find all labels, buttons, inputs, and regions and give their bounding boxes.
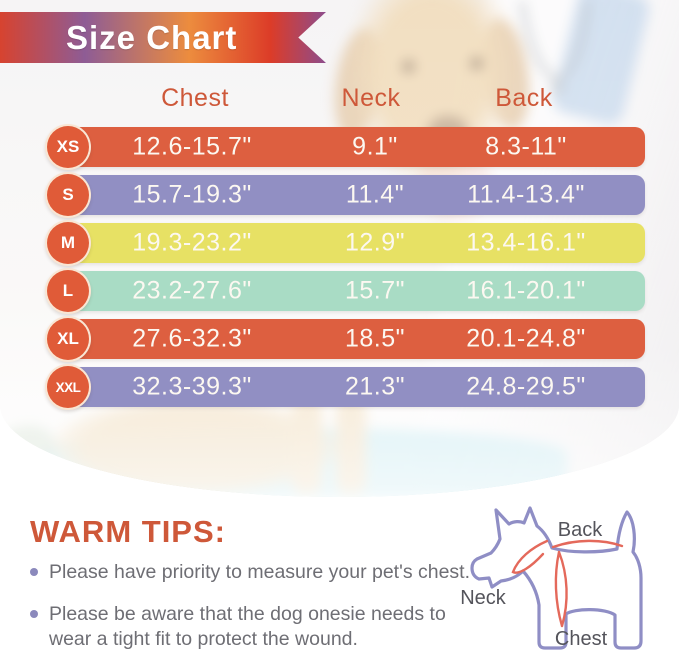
column-headers: Chest Neck Back [0,84,679,114]
size-bar: 19.3-23.2" 12.9" 13.4-16.1" [58,223,645,263]
dog-measurement-diagram: Back Neck Chest [460,506,643,650]
title-ribbon: Size Chart [0,12,326,63]
neck-value: 21.3" [344,372,406,401]
size-badge: L [45,268,91,314]
table-row-xl: 27.6-32.3" 18.5" 20.1-24.8" XL [0,316,679,362]
page-title: Size Chart [66,18,238,56]
chest-measure-line [554,550,568,628]
chest-value: 23.2-27.6" [132,276,252,305]
size-badge: XL [45,316,91,362]
table-row-s: 15.7-19.3" 11.4" 11.4-13.4" S [0,172,679,218]
back-measure-line [551,539,624,549]
neck-value: 9.1" [352,132,398,161]
column-header-chest: Chest [161,84,229,112]
table-row-m: 19.3-23.2" 12.9" 13.4-16.1" M [0,220,679,266]
tip-text: Please be aware that the dog onesie need… [49,603,446,650]
chest-value: 27.6-32.3" [132,324,252,353]
back-value: 20.1-24.8" [466,324,586,353]
list-item: Please be aware that the dog onesie need… [30,602,482,652]
size-badge: M [45,220,91,266]
diagram-label-chest: Chest [555,628,608,650]
size-bar: 23.2-27.6" 15.7" 16.1-20.1" [58,271,645,311]
size-table: 12.6-15.7" 9.1" 8.3-11" XS 15.7-19.3" 11… [0,124,679,410]
size-bar: 15.7-19.3" 11.4" 11.4-13.4" [58,175,645,215]
bullet-icon [30,610,38,618]
neck-value: 12.9" [344,228,406,257]
chest-value: 12.6-15.7" [132,132,252,161]
chest-value: 19.3-23.2" [132,228,252,257]
size-badge: XXL [45,364,91,410]
table-row-xs: 12.6-15.7" 9.1" 8.3-11" XS [0,124,679,170]
bullet-icon [30,568,38,576]
diagram-label-neck: Neck [460,587,507,609]
table-row-l: 23.2-27.6" 15.7" 16.1-20.1" L [0,268,679,314]
neck-value: 11.4" [345,180,405,209]
back-value: 13.4-16.1" [466,228,586,257]
column-header-neck: Neck [341,84,401,112]
chest-value: 15.7-19.3" [132,180,252,209]
size-bar: 27.6-32.3" 18.5" 20.1-24.8" [58,319,645,359]
neck-value: 15.7" [344,276,406,305]
neck-value: 18.5" [344,324,406,353]
column-header-back: Back [495,84,553,112]
back-value: 24.8-29.5" [466,372,586,401]
warm-tips-list: Please have priority to measure your pet… [30,560,482,658]
back-value: 16.1-20.1" [466,276,586,305]
back-value: 8.3-11" [485,132,567,161]
chest-value: 32.3-39.3" [132,372,252,401]
tip-text: Please have priority to measure your pet… [49,561,471,583]
back-value: 11.4-13.4" [467,180,585,209]
diagram-label-back: Back [558,519,603,541]
table-row-xxl: 32.3-39.3" 21.3" 24.8-29.5" XXL [0,364,679,410]
warm-tips-title: WARM TIPS: [30,514,226,549]
size-bar: 12.6-15.7" 9.1" 8.3-11" [58,127,645,167]
size-badge: XS [45,124,91,170]
list-item: Please have priority to measure your pet… [30,560,482,585]
neck-measure-line [511,539,549,574]
size-bar: 32.3-39.3" 21.3" 24.8-29.5" [58,367,645,407]
size-badge: S [45,172,91,218]
